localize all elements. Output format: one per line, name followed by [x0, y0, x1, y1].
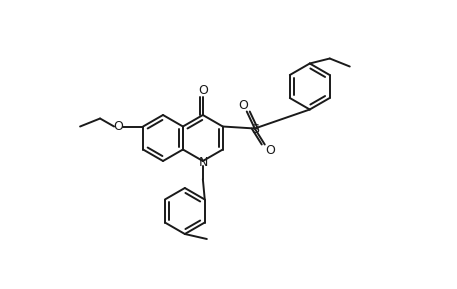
Text: N: N	[199, 155, 208, 168]
Text: O: O	[113, 120, 123, 133]
Text: O: O	[198, 84, 208, 97]
Text: S: S	[251, 123, 259, 136]
Text: O: O	[238, 99, 248, 112]
Text: O: O	[265, 144, 275, 157]
